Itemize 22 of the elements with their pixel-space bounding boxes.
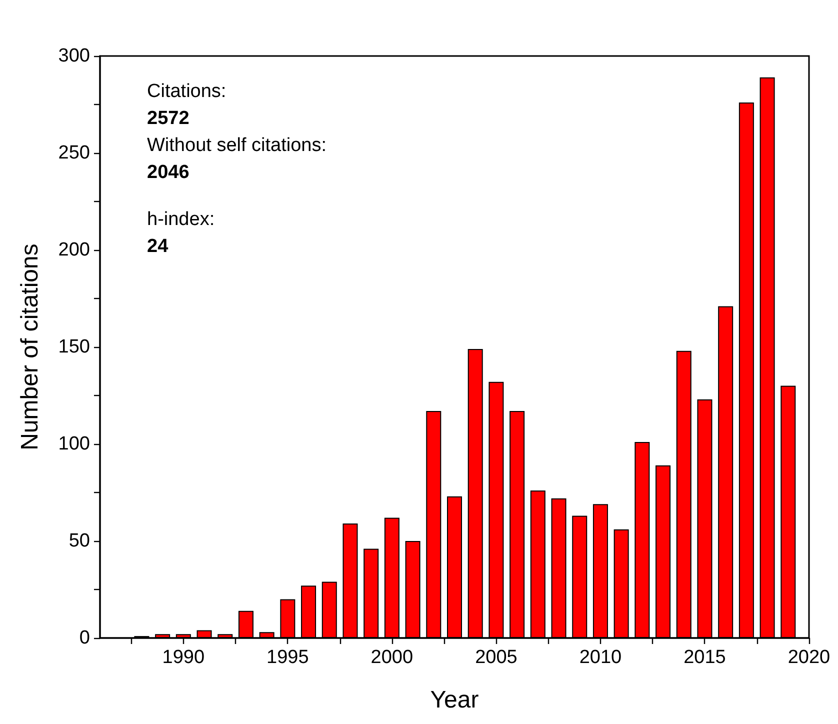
y-tick-label: 50 bbox=[68, 530, 90, 552]
y-tick-label: 150 bbox=[58, 336, 90, 358]
y-tick-label: 200 bbox=[58, 240, 90, 260]
x-tick-label: 2005 bbox=[475, 647, 518, 668]
annotation: Citations: bbox=[147, 81, 226, 102]
x-tick-label: 2000 bbox=[370, 647, 414, 668]
annotation: 24 bbox=[147, 236, 169, 257]
x-tick-label: 1995 bbox=[266, 647, 309, 668]
x-tick-label: 1990 bbox=[162, 647, 205, 668]
x-tick-label: 2020 bbox=[788, 647, 830, 668]
y-tick-label: 250 bbox=[58, 142, 90, 164]
x-tick-label: 2010 bbox=[579, 647, 622, 668]
annotation: 2046 bbox=[147, 162, 190, 183]
y-tick-label: 100 bbox=[58, 434, 90, 454]
annotation: 2572 bbox=[147, 108, 190, 129]
annotation: Without self citations: bbox=[147, 135, 327, 156]
y-tick-label: 0 bbox=[79, 628, 90, 648]
x-axis-title: Year bbox=[430, 686, 479, 714]
y-tick-label: 300 bbox=[58, 46, 90, 66]
x-tick-label: 2015 bbox=[684, 647, 726, 668]
y-axis-title: Number of citations bbox=[16, 244, 44, 450]
annotation: h-index: bbox=[147, 209, 215, 230]
